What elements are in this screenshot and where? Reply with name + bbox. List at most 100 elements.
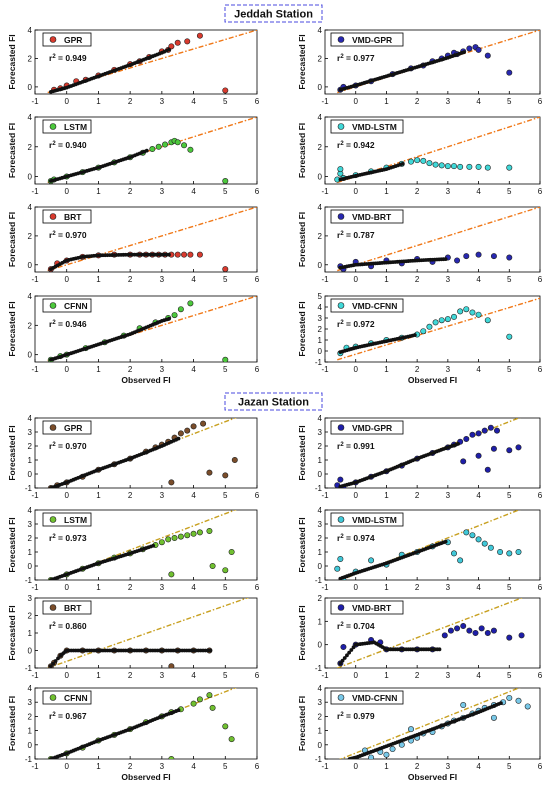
data-point <box>506 254 513 261</box>
x-tick-label: 0 <box>64 275 69 284</box>
x-tick-label: 4 <box>476 187 481 196</box>
data-point <box>190 423 197 430</box>
y-tick-label: 0 <box>28 83 33 92</box>
data-point <box>444 163 451 170</box>
data-point <box>228 548 235 555</box>
data-point <box>484 52 491 59</box>
r2-annotation: r2 = 0.970 <box>49 441 87 451</box>
data-point <box>515 548 522 555</box>
data-point <box>206 692 213 699</box>
trend-point <box>48 664 53 668</box>
x-tick-label: 2 <box>415 491 420 500</box>
trend-point <box>338 661 343 666</box>
x-tick-label: 5 <box>223 491 228 500</box>
panel-jeddah-vmd-cfnn: -1 0 1 2 3 4 5 6 -1 0 1 2 3 4 5 VMD-CFNN r2 = 0.972 Forec… <box>297 292 543 385</box>
y-tick-label: 3 <box>318 314 323 323</box>
y-tick-label: 1 <box>318 456 323 465</box>
y-tick-label: 3 <box>28 428 33 437</box>
fit-line <box>337 297 540 361</box>
data-point <box>407 726 414 733</box>
panel-jazan-cfnn: -1 0 1 2 3 4 5 6 -1 0 1 2 3 4 CFNN r2 = 0.967 Forecasted… <box>7 684 260 782</box>
x-tick-label: 1 <box>384 671 389 680</box>
data-point <box>432 161 439 168</box>
legend-box <box>42 209 92 224</box>
x-tick-label: 5 <box>507 583 512 592</box>
data-point <box>515 697 522 704</box>
y-tick-label: 3 <box>28 520 33 529</box>
data-point <box>450 550 457 557</box>
x-tick-label: 5 <box>507 365 512 374</box>
data-point <box>231 456 238 463</box>
x-tick-label: 0 <box>353 187 358 196</box>
data-point <box>420 328 427 335</box>
data-point <box>222 356 229 362</box>
r2-annotation: r2 = 0.970 <box>49 230 87 240</box>
legend-marker <box>337 302 345 309</box>
x-axis-label: Observed FI <box>408 375 457 385</box>
x-tick-label: 0 <box>64 671 69 680</box>
legend: VMD-GPR <box>330 420 404 435</box>
data-point <box>168 571 175 578</box>
plot-content <box>47 510 237 580</box>
y-tick-label: 4 <box>318 684 323 693</box>
x-tick-label: 2 <box>128 762 133 771</box>
y-tick-label: 1 <box>28 456 33 465</box>
x-tick-label: 1 <box>96 671 101 680</box>
plot-content <box>47 598 250 668</box>
x-tick-label: 4 <box>476 583 481 592</box>
y-tick-label: 3 <box>318 428 323 437</box>
legend-marker <box>49 213 57 220</box>
legend-label: VMD-BRT <box>352 603 392 613</box>
data-point <box>460 622 467 629</box>
panel-jeddah-brt: -1 0 1 2 3 4 5 6 0 2 4 BRT r2 = 0.970 Forecasted FI <box>7 203 260 284</box>
x-tick-label: 3 <box>446 365 451 374</box>
x-axis-label: Observed FI <box>408 772 457 782</box>
y-tick-label: 2 <box>318 232 323 241</box>
legend-marker <box>49 604 57 611</box>
x-tick-label: -1 <box>321 671 329 680</box>
x-tick-label: 6 <box>255 583 260 592</box>
data-point <box>487 544 494 551</box>
x-tick-label: 1 <box>96 365 101 374</box>
y-tick-label: 4 <box>28 113 33 122</box>
y-tick-label: 4 <box>28 203 33 212</box>
x-tick-label: 6 <box>538 491 543 500</box>
data-point <box>184 427 191 434</box>
r2-annotation: r2 = 0.704 <box>337 621 375 631</box>
x-tick-label: 3 <box>160 671 165 680</box>
data-point <box>484 317 491 324</box>
legend-box <box>42 600 92 615</box>
data-point <box>432 319 439 326</box>
data-point <box>515 444 522 451</box>
trend-point <box>208 648 213 653</box>
x-tick-label: 2 <box>415 365 420 374</box>
r2-annotation: r2 = 0.991 <box>337 441 375 451</box>
x-tick-label: 2 <box>128 365 133 374</box>
y-tick-label: 1 <box>318 617 323 626</box>
x-tick-label: 6 <box>538 97 543 106</box>
data-point <box>454 257 461 264</box>
y-tick-label: 0 <box>318 741 323 750</box>
y-tick-label: 3 <box>28 698 33 707</box>
y-axis-label: Forecasted FI <box>297 301 307 356</box>
legend-marker <box>49 123 57 130</box>
y-tick-label: 0 <box>28 261 33 270</box>
data-point <box>450 163 457 170</box>
data-point <box>149 146 156 153</box>
y-tick-label: 0 <box>318 347 323 356</box>
y-tick-label: 5 <box>318 292 323 301</box>
x-tick-label: 0 <box>353 365 358 374</box>
data-point <box>209 562 216 569</box>
x-tick-label: 2 <box>415 762 420 771</box>
y-tick-label: 4 <box>28 292 33 301</box>
y-tick-label: 4 <box>318 203 323 212</box>
panel-jeddah-vmd-brt: -1 0 1 2 3 4 5 6 0 2 4 VMD-BRT r2 = 0.787 Forecasted … <box>297 203 543 284</box>
data-point <box>484 466 491 473</box>
panel-jazan-vmd-cfnn: -1 0 1 2 3 4 5 6 -1 0 1 2 3 4 VMD-CFNN r2 = 0.979 Foreca… <box>297 684 543 782</box>
y-tick-label: 1 <box>318 548 323 557</box>
data-point <box>463 253 470 260</box>
x-tick-label: 6 <box>538 275 543 284</box>
data-point <box>438 317 445 324</box>
data-point <box>463 435 470 442</box>
data-point <box>450 313 457 320</box>
